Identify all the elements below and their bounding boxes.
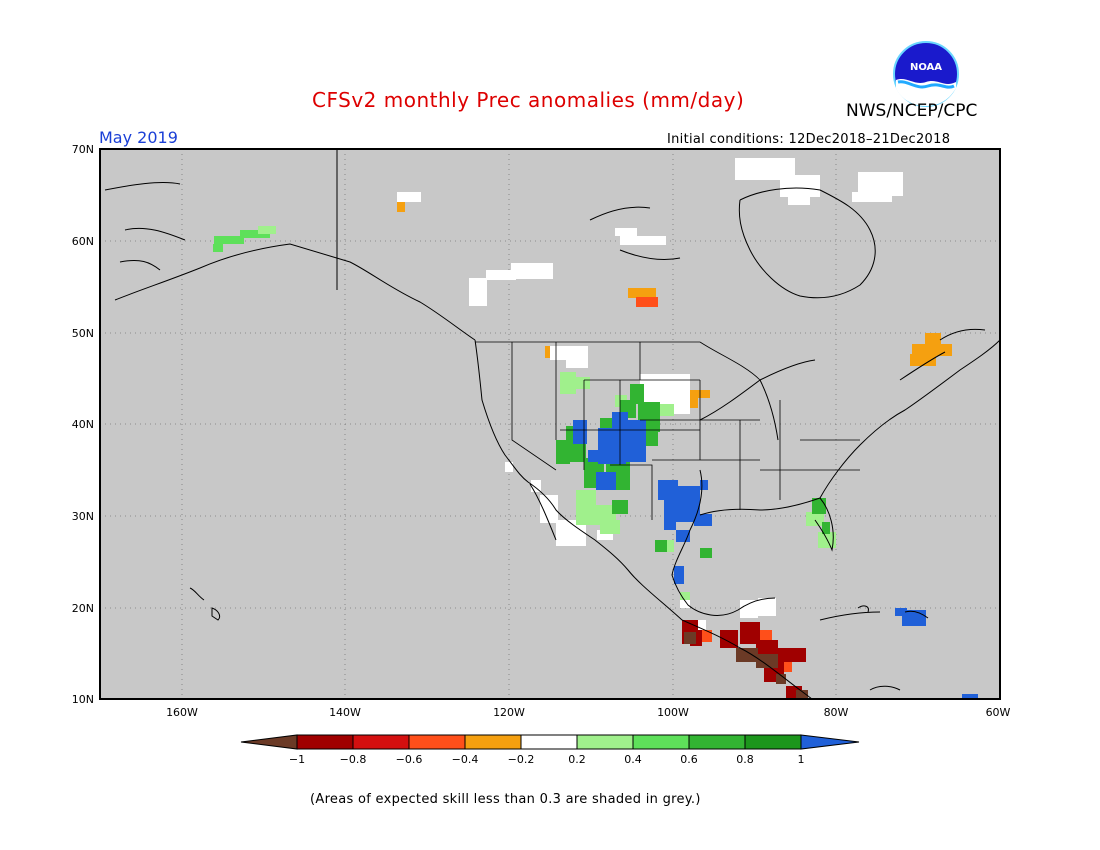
anomaly-shading bbox=[213, 158, 978, 699]
colorbar-tick-label: 0.8 bbox=[736, 753, 754, 766]
anomaly-region-ca-brown bbox=[684, 632, 808, 699]
forecast-month: May 2019 bbox=[99, 128, 178, 147]
longitude-labels: 160W 140W 120W 100W 80W 60W bbox=[166, 706, 1010, 719]
map-frame bbox=[99, 148, 1001, 700]
colorbar-bin bbox=[576, 734, 634, 750]
colorbar-tick-label: −0.8 bbox=[340, 753, 367, 766]
coastlines bbox=[104, 149, 1001, 700]
colorbar-tick-label: −0.2 bbox=[508, 753, 535, 766]
colorbar-tick-label: 0.2 bbox=[568, 753, 586, 766]
lon-label: 60W bbox=[986, 706, 1011, 719]
agency-label: NWS/NCEP/CPC bbox=[846, 101, 978, 121]
anomaly-region-alaska bbox=[213, 230, 270, 252]
anomaly-region-alaska-light bbox=[258, 226, 276, 234]
colorbar-tick-label: −0.6 bbox=[396, 753, 423, 766]
colorbar-bin bbox=[520, 734, 578, 750]
colorbar-bin bbox=[408, 734, 466, 750]
initial-conditions: Initial conditions: 12Dec2018–21Dec2018 bbox=[667, 132, 951, 147]
political-borders bbox=[475, 341, 860, 520]
lat-label: 50N bbox=[72, 327, 94, 340]
colorbar-tick-label: −0.4 bbox=[452, 753, 479, 766]
anomaly-region-canada-white bbox=[397, 158, 903, 306]
lat-label: 70N bbox=[72, 143, 94, 156]
colorbar-tick-label: 0.6 bbox=[680, 753, 698, 766]
lon-label: 140W bbox=[329, 706, 361, 719]
lat-label: 30N bbox=[72, 510, 94, 523]
anomaly-region-maine bbox=[910, 333, 952, 366]
skill-footnote: (Areas of expected skill less than 0.3 a… bbox=[310, 792, 701, 807]
chart-title: CFSv2 monthly Prec anomalies (mm/day) bbox=[312, 88, 745, 112]
lat-label: 20N bbox=[72, 602, 94, 615]
colorbar-tick-labels: −1 −0.8 −0.6 −0.4 −0.2 0.2 0.4 0.6 0.8 1 bbox=[289, 753, 805, 766]
lon-label: 80W bbox=[824, 706, 849, 719]
lat-label: 10N bbox=[72, 693, 94, 706]
colorbar-bin bbox=[688, 734, 746, 750]
lat-label: 40N bbox=[72, 418, 94, 431]
lon-label: 160W bbox=[166, 706, 198, 719]
colorbar-tick-label: 1 bbox=[798, 753, 805, 766]
colorbar-bin-lt-minus1 bbox=[240, 734, 298, 750]
lon-label: 120W bbox=[493, 706, 525, 719]
noaa-logo: NOAA bbox=[893, 41, 959, 107]
colorbar-bin bbox=[632, 734, 690, 750]
colorbar-bin bbox=[296, 734, 354, 750]
colorbar-tick-label: −1 bbox=[289, 753, 305, 766]
anomaly-region-hudson-red bbox=[636, 297, 658, 307]
graticule bbox=[100, 149, 1000, 699]
lon-label: 100W bbox=[657, 706, 689, 719]
anomaly-region-blue bbox=[573, 412, 978, 699]
colorbar-bin-gt-1 bbox=[800, 734, 860, 750]
colorbar bbox=[240, 734, 860, 750]
anomaly-region-canada-orange bbox=[397, 202, 656, 298]
colorbar-bin bbox=[464, 734, 522, 750]
latitude-labels: 70N 60N 50N 40N 30N 20N 10N bbox=[72, 143, 94, 706]
lat-label: 60N bbox=[72, 235, 94, 248]
logo-text: NOAA bbox=[910, 62, 942, 73]
colorbar-bin bbox=[744, 734, 802, 750]
colorbar-bin bbox=[352, 734, 410, 750]
colorbar-tick-label: 0.4 bbox=[624, 753, 642, 766]
